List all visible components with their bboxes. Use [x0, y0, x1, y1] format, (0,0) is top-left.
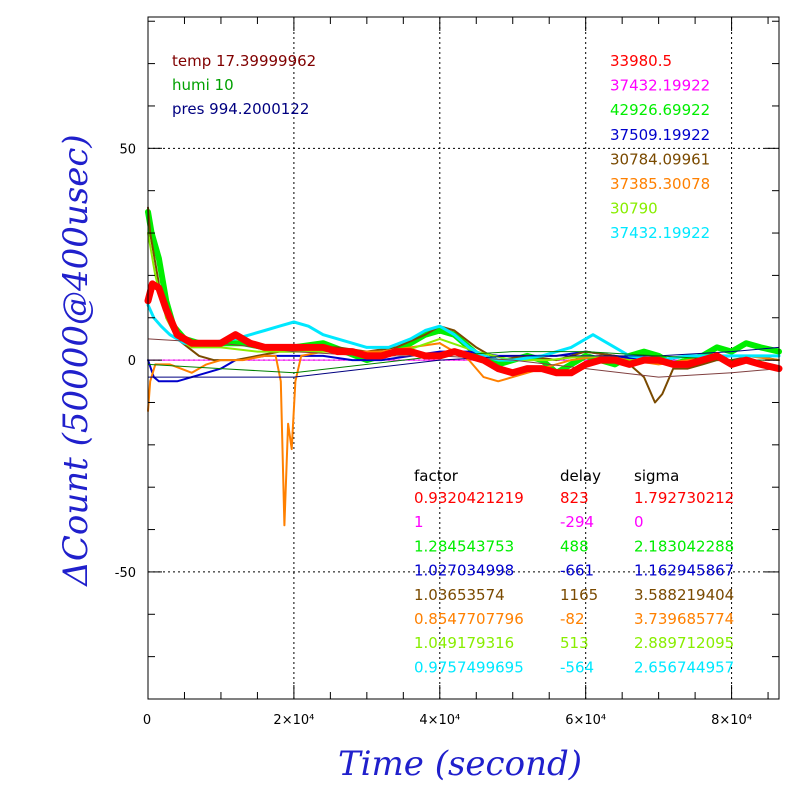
- table-cell: 2.656744957: [634, 658, 734, 676]
- env-info-text: temp 17.39999962: [172, 52, 316, 70]
- table-cell: 2.889712095: [634, 634, 734, 652]
- table-cell: 1.027034998: [414, 562, 514, 580]
- table-cell: -564: [560, 658, 594, 676]
- table-cell: 1: [414, 513, 424, 531]
- labels-layer: 0 2×10⁴ 4×10⁴ 6×10⁴ 8×10⁴ 50 0 -50 temp 17.39999…: [115, 52, 752, 728]
- table-cell: -82: [560, 610, 585, 628]
- y-axis-title: ΔCount (50000@400usec): [56, 134, 96, 587]
- table-cell: 3.588219404: [634, 586, 734, 604]
- table-header: delay: [560, 467, 601, 485]
- reference-value: 30784.09961: [610, 150, 710, 168]
- table-cell: 0.8547707796: [414, 610, 524, 628]
- reference-value: 30790: [610, 200, 658, 218]
- reference-value: 33980.5: [610, 52, 672, 70]
- data-series-line: [144, 280, 783, 377]
- series-layer: [144, 206, 783, 527]
- x-tick-label: 4×10⁴: [419, 713, 460, 728]
- reference-value: 37432.19922: [610, 224, 710, 242]
- x-tick-label: 6×10⁴: [565, 713, 606, 728]
- table-cell: 488: [560, 537, 589, 555]
- table-header: factor: [414, 467, 459, 485]
- table-cell: 1.162945867: [634, 562, 734, 580]
- data-series-line: [147, 351, 780, 374]
- x-axis-title: Time (second): [338, 744, 582, 784]
- reference-value: 37432.19922: [610, 77, 710, 95]
- reference-value: 37509.19922: [610, 126, 710, 144]
- plot-frame: [147, 16, 780, 700]
- ticks-layer: [147, 17, 779, 700]
- table-cell: -661: [560, 562, 594, 580]
- table-header: sigma: [634, 467, 679, 485]
- table-cell: 1.284543753: [414, 537, 514, 555]
- table-cell: 0: [634, 513, 644, 531]
- table-cell: 513: [560, 634, 589, 652]
- table-cell: 1165: [560, 586, 598, 604]
- table-cell: 823: [560, 489, 589, 507]
- table-cell: 1.049179316: [414, 634, 514, 652]
- y-tick-label: 0: [128, 354, 136, 369]
- x-tick-label: 0: [143, 713, 151, 728]
- table-cell: 3.739685774: [634, 610, 734, 628]
- table-cell: 2.183042288: [634, 537, 734, 555]
- env-info-text: humi 10: [172, 76, 234, 94]
- env-info-text: pres 994.2000122: [172, 100, 309, 118]
- y-tick-label: -50: [115, 566, 136, 581]
- table-cell: 0.9320421219: [414, 489, 524, 507]
- reference-value: 42926.69922: [610, 101, 710, 119]
- x-tick-label: 8×10⁴: [711, 713, 752, 728]
- table-cell: 1.792730212: [634, 489, 734, 507]
- reference-value: 37385.30078: [610, 175, 710, 193]
- table-cell: 1.03653574: [414, 586, 505, 604]
- table-cell: 0.9757499695: [414, 658, 524, 676]
- x-tick-label: 2×10⁴: [273, 713, 314, 728]
- table-cell: -294: [560, 513, 594, 531]
- y-tick-label: 50: [119, 142, 136, 157]
